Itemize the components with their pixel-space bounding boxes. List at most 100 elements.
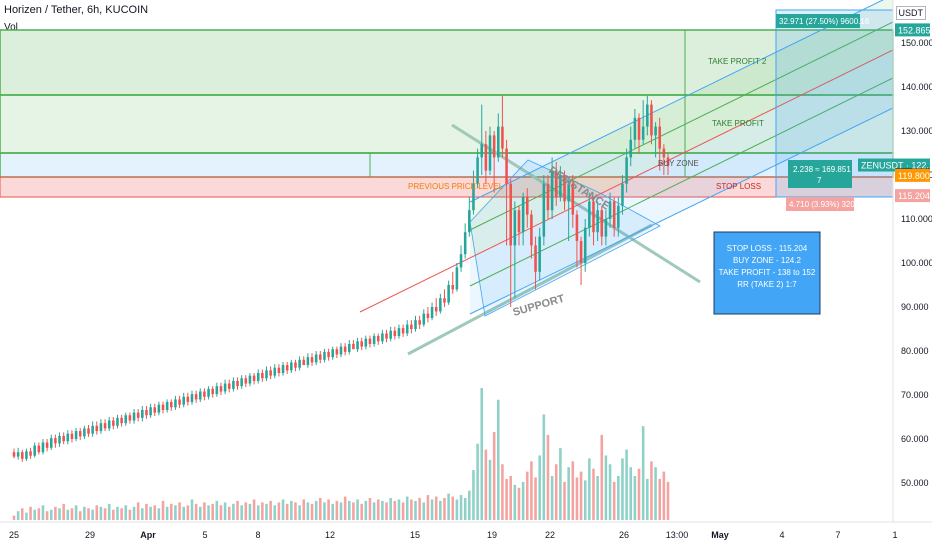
candle-body bbox=[629, 139, 633, 158]
volume-bar bbox=[447, 493, 450, 520]
candle bbox=[563, 170, 566, 211]
volume-bar bbox=[422, 502, 426, 520]
candle-body bbox=[49, 438, 53, 448]
candle-body bbox=[356, 341, 359, 350]
volume-bar bbox=[463, 498, 467, 520]
candle-body bbox=[227, 383, 231, 389]
candle bbox=[12, 448, 16, 459]
candle bbox=[517, 205, 521, 246]
candle-body bbox=[83, 428, 86, 437]
candle bbox=[484, 131, 488, 184]
candle-body bbox=[439, 298, 442, 312]
candle bbox=[178, 395, 181, 409]
volume-bar bbox=[153, 505, 157, 520]
candle-body bbox=[153, 407, 157, 413]
volume-bar bbox=[120, 508, 123, 520]
candle-body bbox=[327, 351, 330, 358]
volume-bar bbox=[525, 471, 529, 520]
candle bbox=[501, 95, 504, 158]
candle-body bbox=[476, 157, 479, 184]
volume-bar bbox=[583, 480, 587, 520]
candle-body bbox=[633, 117, 637, 140]
candle-body bbox=[219, 386, 223, 392]
candle-body bbox=[422, 313, 426, 325]
candle bbox=[319, 351, 322, 364]
volume-bar bbox=[662, 471, 666, 520]
candle bbox=[625, 148, 628, 193]
candle bbox=[439, 293, 442, 314]
candle-body bbox=[265, 370, 268, 379]
candle bbox=[20, 450, 24, 462]
candle bbox=[521, 192, 525, 246]
candle-body bbox=[58, 435, 61, 444]
chart-title: Horizen / Tether, 6h, KUCOIN bbox=[4, 4, 149, 16]
candle bbox=[463, 223, 467, 259]
candle-body bbox=[62, 435, 65, 442]
candle-body bbox=[472, 183, 475, 211]
volume-bar bbox=[170, 503, 173, 520]
volume-bar bbox=[20, 508, 24, 520]
candle bbox=[277, 364, 281, 377]
candle-body bbox=[646, 104, 649, 127]
candle-body bbox=[554, 170, 558, 197]
candles bbox=[12, 95, 670, 462]
candle-body bbox=[505, 148, 508, 184]
volume-bar bbox=[215, 500, 219, 520]
candle bbox=[662, 144, 666, 175]
candle bbox=[422, 309, 426, 327]
candle bbox=[368, 335, 372, 348]
price-label-bg bbox=[858, 158, 930, 172]
candle-body bbox=[666, 157, 670, 167]
volume-bar bbox=[666, 481, 670, 520]
x-tick-label: Apr bbox=[140, 530, 156, 540]
candle-body bbox=[240, 378, 243, 387]
candle-body bbox=[368, 338, 372, 344]
candle bbox=[389, 326, 392, 342]
candle-body bbox=[347, 343, 351, 352]
candle-body bbox=[426, 313, 430, 318]
candle-body bbox=[285, 365, 289, 371]
candle bbox=[29, 447, 32, 459]
volume-bar bbox=[248, 503, 252, 520]
volume-bar bbox=[161, 500, 165, 520]
candle-body bbox=[112, 420, 115, 426]
candle-body bbox=[455, 267, 459, 290]
volume-bar bbox=[401, 502, 405, 520]
support-trendline[interactable] bbox=[407, 223, 653, 356]
candle-body bbox=[16, 452, 20, 457]
volume-bar bbox=[306, 502, 310, 520]
volume-bar bbox=[517, 487, 521, 520]
candle bbox=[285, 362, 289, 374]
volume-bar bbox=[509, 476, 512, 520]
candle-body bbox=[600, 210, 604, 237]
candle bbox=[112, 417, 115, 430]
volume-bar bbox=[66, 509, 70, 520]
y-tick-label: 90.000 bbox=[901, 302, 929, 312]
volume-bar bbox=[327, 499, 330, 520]
candle-body bbox=[579, 241, 583, 263]
volume-bar bbox=[269, 500, 272, 520]
y-tick-label: 60.000 bbox=[901, 434, 929, 444]
candle bbox=[58, 432, 61, 447]
volume-bar bbox=[186, 505, 190, 520]
volume-bar bbox=[227, 506, 231, 520]
volume-bar bbox=[178, 502, 181, 520]
volume-bar bbox=[658, 478, 662, 520]
candle bbox=[103, 419, 107, 432]
candle-body bbox=[360, 341, 363, 347]
currency-button[interactable]: USDT bbox=[895, 6, 926, 20]
candle bbox=[91, 421, 94, 437]
volume-bar bbox=[223, 502, 227, 520]
candle-body bbox=[223, 383, 227, 392]
volume-bar bbox=[418, 498, 421, 520]
volume-bar bbox=[621, 458, 624, 520]
y-tick-label: 140.000 bbox=[901, 82, 932, 92]
candle bbox=[310, 353, 314, 366]
candle-body bbox=[525, 197, 529, 215]
candle-body bbox=[306, 357, 310, 366]
volume-bar bbox=[439, 500, 442, 520]
candle-body bbox=[393, 330, 397, 337]
y-axis-ticks: 150.000140.000130.000120.000110.000100.0… bbox=[901, 38, 932, 488]
